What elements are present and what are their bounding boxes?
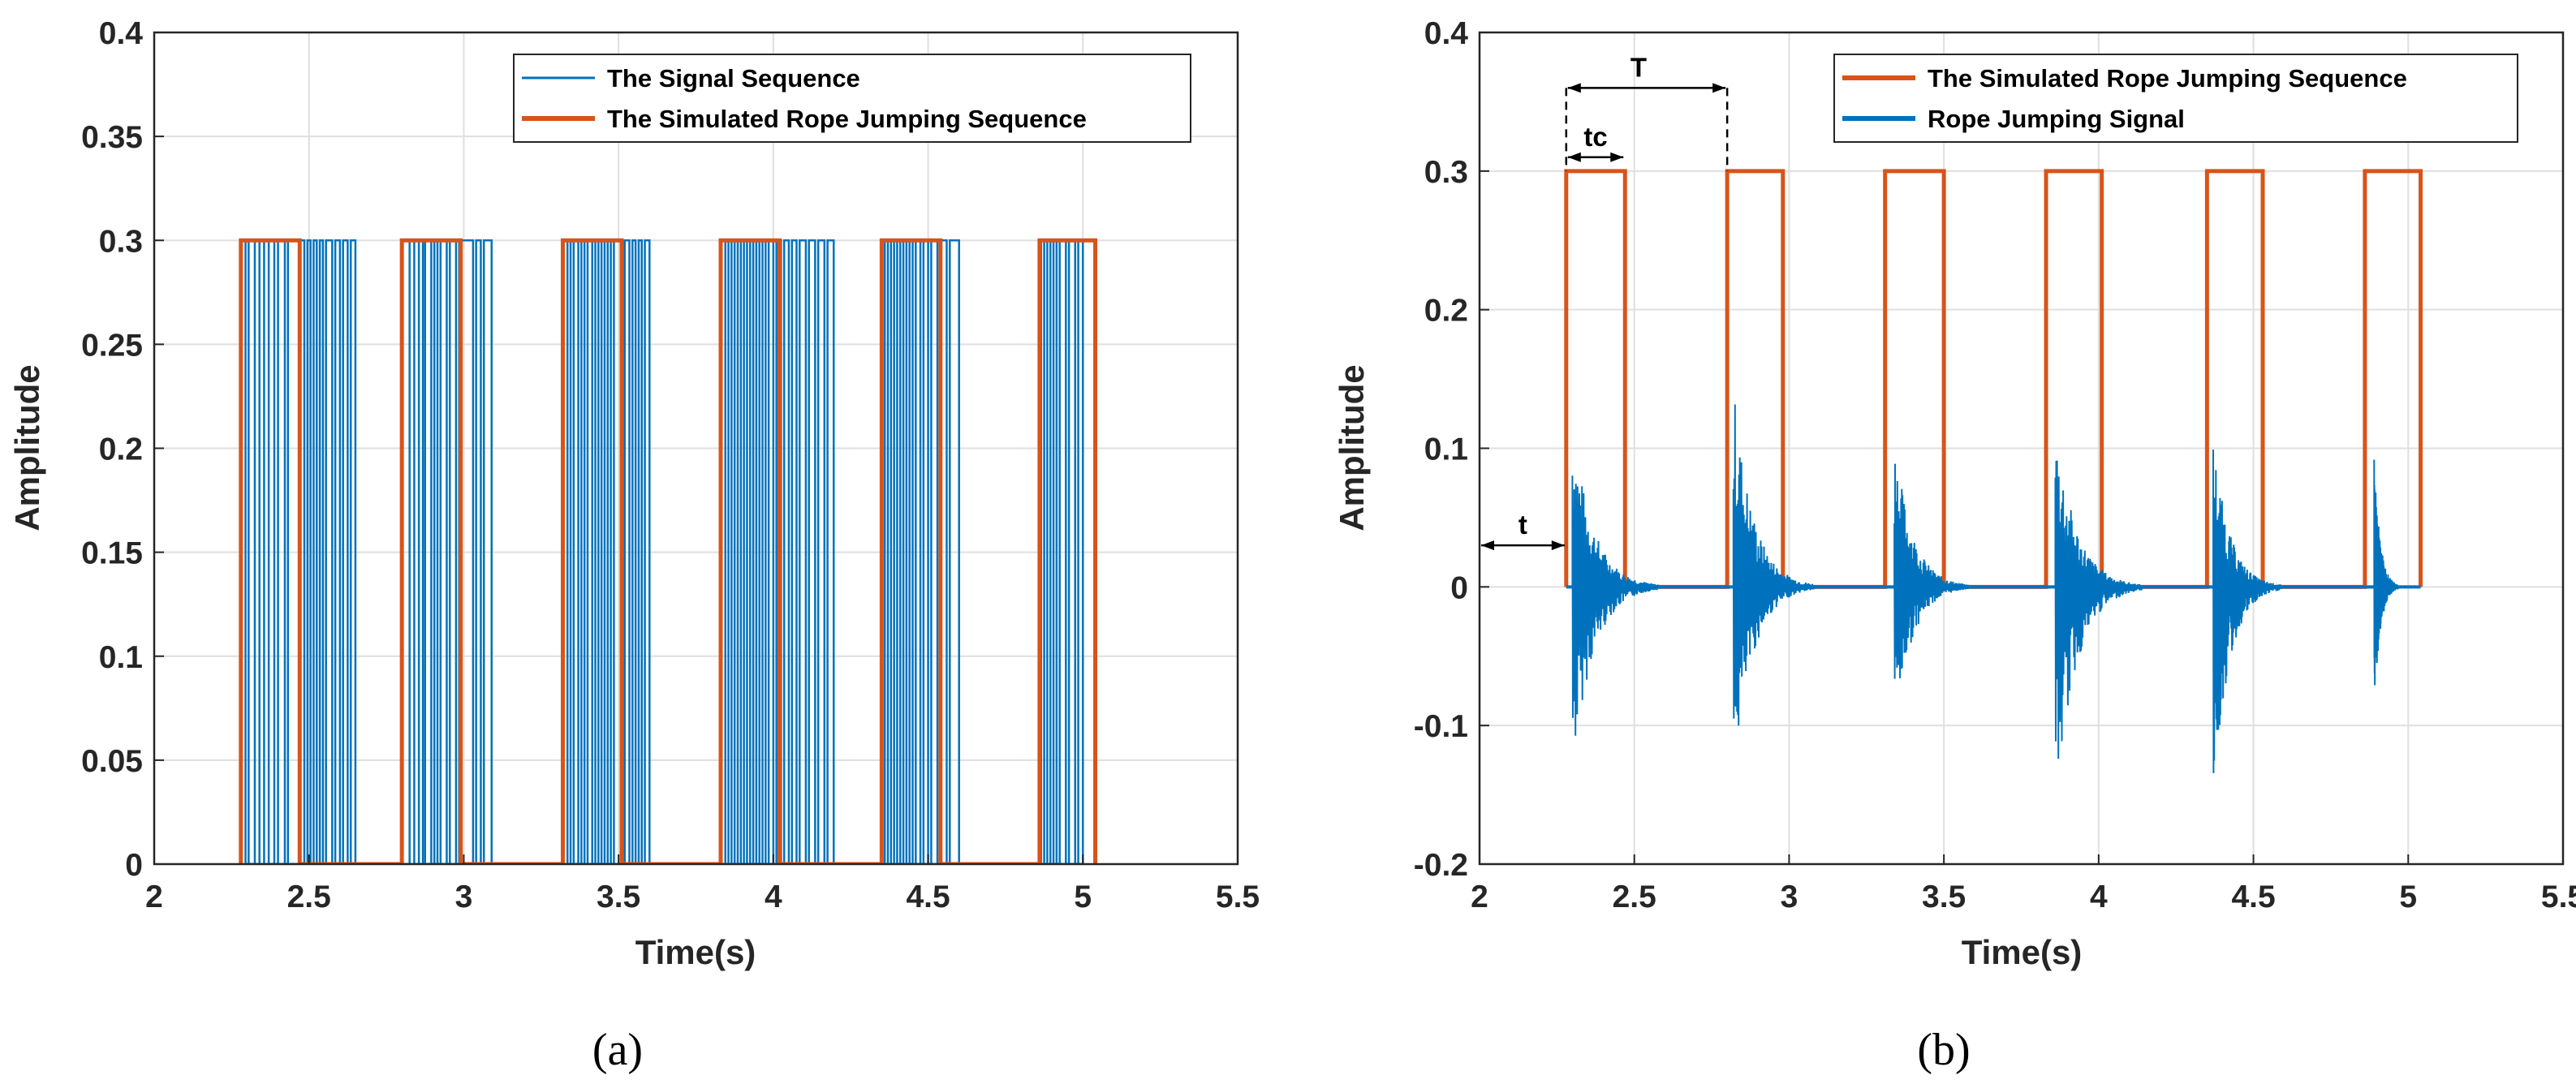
legend-label-a-signal: The Signal Sequence xyxy=(607,64,860,92)
signal-burst xyxy=(1893,463,1970,679)
x-tick-label: 5.5 xyxy=(1216,880,1260,914)
signal-burst xyxy=(2212,450,2282,773)
y-tick-label: 0.1 xyxy=(99,640,143,675)
y-axis-label-a: Amplitude xyxy=(8,364,46,531)
y-tick-label: 0.35 xyxy=(81,120,143,155)
x-tick-label: 2 xyxy=(145,880,163,914)
x-tick-label: 2.5 xyxy=(1613,880,1656,914)
legend-a: The Signal Sequence The Simulated Rope J… xyxy=(513,54,1191,143)
plot-area-b xyxy=(1564,169,2423,773)
x-tick-label: 4 xyxy=(765,880,782,914)
y-tick-label: 0.2 xyxy=(1424,294,1468,329)
annotation-arrow-left xyxy=(1567,152,1581,162)
annotation-arrow-left xyxy=(1481,540,1494,551)
signal-burst xyxy=(1571,475,1661,736)
x-ticks-b: 2 2.5 3 3.5 4 4.5 5 5.5 xyxy=(1471,854,2576,914)
x-axis-label-a: Time(s) xyxy=(635,933,756,971)
chart-b: 2 2.5 3 3.5 4 4.5 5 5.5 -0.2 -0.1 0 0.1 0.2 0.3 0.4 T… xyxy=(1333,16,2576,1075)
x-tick-label: 2.5 xyxy=(287,880,331,914)
x-tick-label: 3.5 xyxy=(597,880,640,914)
annotation-arrow-right xyxy=(1610,152,1624,162)
legend-box-a xyxy=(513,54,1191,143)
x-axis-label-b: Time(s) xyxy=(1962,933,2083,971)
annotation-label-tc: tc xyxy=(1583,122,1607,152)
x-tick-label: 3.5 xyxy=(1922,880,1966,914)
x-tick-label: 5 xyxy=(2399,880,2417,914)
x-tick-label: 3 xyxy=(1781,880,1798,914)
annotation-arrow-right xyxy=(1712,83,1726,93)
y-tick-label: 0 xyxy=(1450,570,1468,605)
y-axis-label-b: Amplitude xyxy=(1333,364,1371,531)
grid-b xyxy=(1479,32,2564,865)
y-tick-label: 0.05 xyxy=(81,744,143,779)
plot-area-a xyxy=(239,238,1098,864)
signal-burst xyxy=(1732,404,1815,726)
annotation-arrow-left xyxy=(1567,83,1581,93)
y-tick-label: 0.3 xyxy=(1424,155,1468,190)
y-tick-label: 0.4 xyxy=(99,16,144,51)
caption-a: (a) xyxy=(592,1025,643,1075)
y-tick-label: 0.1 xyxy=(1424,432,1468,467)
annotation-label-T: T xyxy=(1630,52,1647,82)
x-tick-label: 2 xyxy=(1471,880,1488,914)
y-tick-label: 0.25 xyxy=(81,328,143,363)
legend-box-b xyxy=(1833,54,2518,143)
y-tick-label: 0.2 xyxy=(99,432,143,467)
annotation-label-t: t xyxy=(1518,510,1527,540)
x-tick-label: 5 xyxy=(1074,880,1092,914)
caption-b: (b) xyxy=(1917,1025,1970,1075)
y-tick-label: -0.1 xyxy=(1414,709,1468,744)
x-ticks-a: 2 2.5 3 3.5 4 4.5 5 5.5 xyxy=(145,854,1260,914)
x-tick-label: 4.5 xyxy=(906,880,950,914)
x-tick-label: 5.5 xyxy=(2541,880,2576,914)
annotation-arrow-right xyxy=(1551,540,1565,551)
legend-label-b-signal: Rope Jumping Signal xyxy=(1928,105,2185,133)
signal-burst xyxy=(2054,460,2143,759)
annotations-b: Ttc t xyxy=(1481,52,1729,551)
legend-label-a-rope: The Simulated Rope Jumping Sequence xyxy=(607,105,1087,133)
signal-burst xyxy=(2373,459,2400,686)
legend-label-b-rope: The Simulated Rope Jumping Sequence xyxy=(1928,64,2407,92)
chart-a: 2 2.5 3 3.5 4 4.5 5 5.5 00.050.10.150.20.250.30… xyxy=(8,16,1260,1075)
y-ticks-a: 0 0.05 0.1 0.15 0.2 0.25 0.3 0.35 0.4 xyxy=(81,16,164,883)
y-tick-label: -0.2 xyxy=(1414,848,1468,883)
x-tick-label: 4 xyxy=(2090,880,2108,914)
y-tick-label: 0.4 xyxy=(1424,16,1469,51)
x-tick-label: 3 xyxy=(455,880,473,914)
x-tick-label: 4.5 xyxy=(2231,880,2275,914)
y-tick-label: 0.3 xyxy=(99,224,143,259)
y-ticks-b: -0.2 -0.1 0 0.1 0.2 0.3 0.4 xyxy=(1414,16,1489,883)
legend-b: The Simulated Rope Jumping Sequence Rope… xyxy=(1833,54,2518,143)
y-tick-label: 0.15 xyxy=(81,536,143,571)
y-tick-label: 0 xyxy=(125,848,143,883)
